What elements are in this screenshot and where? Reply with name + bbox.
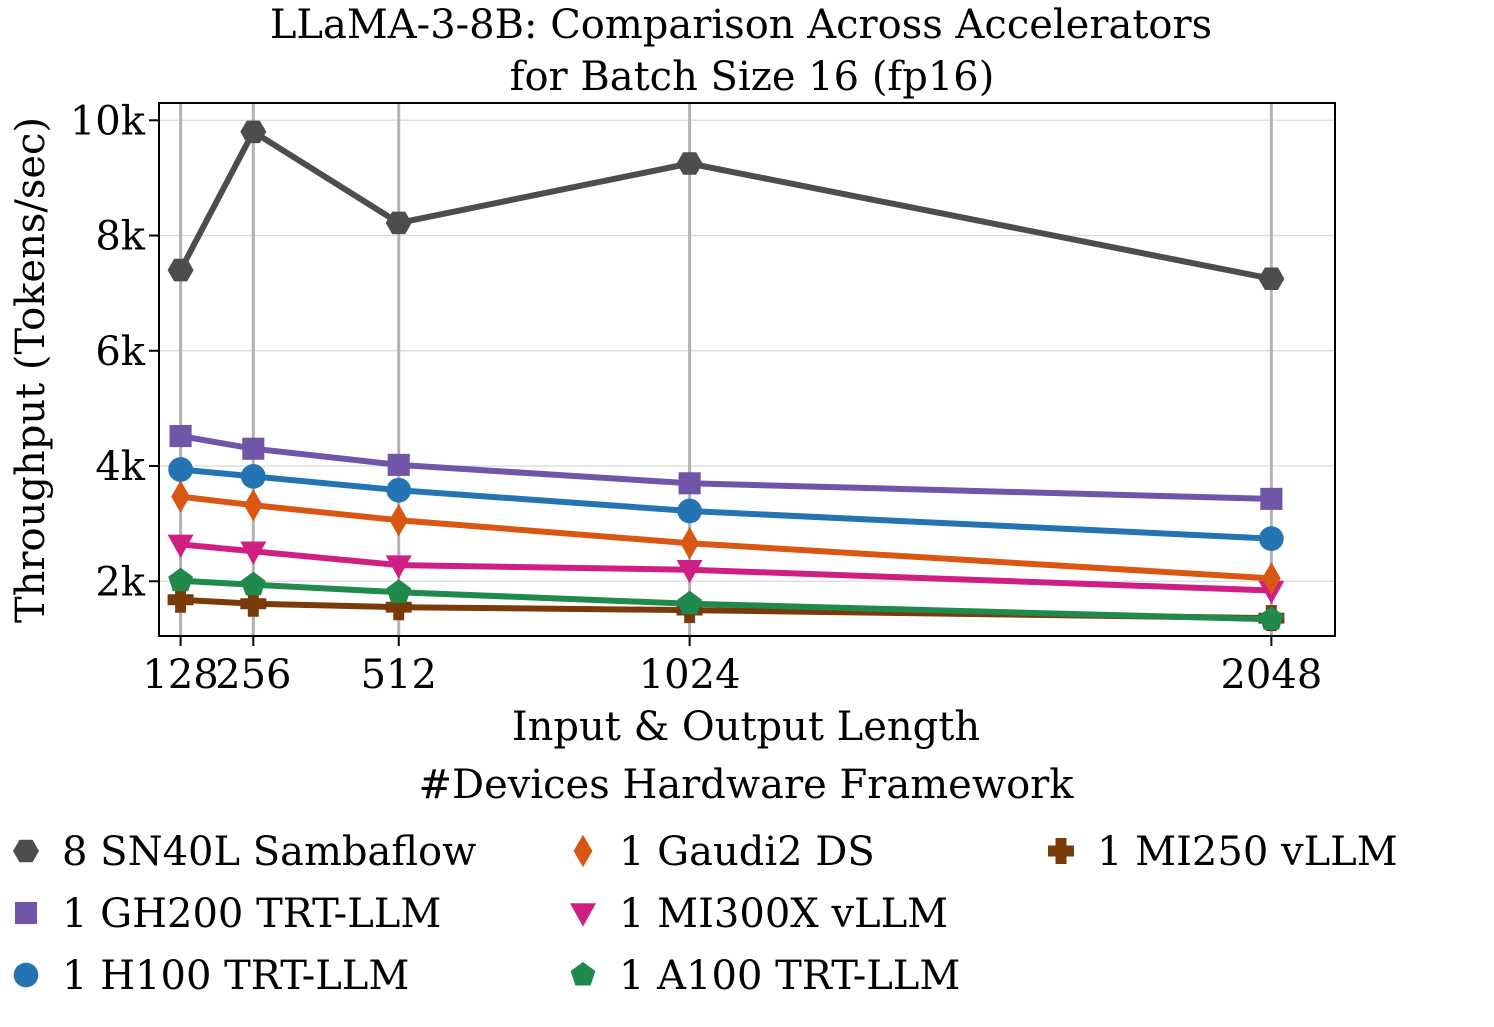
legend-label-4: 1 MI300X vLLM [619, 891, 948, 937]
legend-marker-5 [570, 962, 596, 986]
series-layer [167, 120, 1285, 632]
series-5 [168, 567, 1284, 630]
legend-marker-4 [570, 903, 596, 927]
series-5-point-2 [386, 579, 412, 603]
legend-marker-1 [14, 901, 38, 925]
y-axis: 2k 4k 6k 8k 10k [70, 98, 159, 605]
series-6-point-1 [240, 590, 267, 617]
series-4-point-2 [385, 555, 412, 579]
legend-item-5: 1 A100 TRT-LLM [570, 953, 960, 999]
legend-item-1: 1 GH200 TRT-LLM [14, 891, 441, 937]
chart-title-line2: for Batch Size 16 (fp16) [510, 54, 995, 100]
series-3-point-1 [243, 488, 263, 522]
series-0-point-0 [167, 258, 194, 282]
series-1-point-4 [1260, 487, 1283, 510]
legend-label-3: 1 Gaudi2 DS [619, 829, 875, 875]
y-axis-label: Throughput (Tokens/sec) [8, 117, 54, 623]
series-0-point-2 [385, 211, 412, 235]
legend-marker-3 [573, 834, 593, 868]
series-0-point-4 [1258, 267, 1285, 290]
series-5-point-4 [1259, 606, 1284, 630]
series-1-point-0 [169, 425, 192, 448]
chart-title-line1: LLaMA-3-8B: Comparison Across Accelerato… [270, 2, 1212, 48]
series-6-point-0 [167, 586, 194, 613]
series-5-point-1 [240, 571, 266, 596]
legend-item-3: 1 Gaudi2 DS [573, 829, 875, 875]
y-tick-label-1: 4k [95, 444, 145, 490]
y-tick-label-0: 2k [95, 559, 145, 605]
series-3 [171, 480, 1281, 595]
legend-item-0: 8 SN40L Sambaflow [13, 829, 476, 875]
x-tick-label-1: 256 [215, 652, 291, 698]
x-tick-label-2: 512 [361, 652, 437, 698]
series-2 [168, 457, 1284, 551]
series-2-point-1 [240, 464, 266, 489]
series-line-1 [180, 433, 1272, 502]
x-tick-label-3: 1024 [639, 652, 741, 698]
legend-label-0: 8 SN40L Sambaflow [62, 829, 476, 875]
series-6-point-2 [385, 594, 412, 621]
series-1-point-3 [678, 472, 701, 495]
series-5-point-3 [677, 590, 702, 615]
legend-marker-0 [13, 839, 39, 863]
legend-title: #Devices Hardware Framework [418, 762, 1074, 808]
series-4-point-3 [676, 560, 703, 584]
series-5-point-0 [168, 567, 193, 592]
series-4-point-0 [167, 534, 194, 558]
y-tick-label-3: 8k [95, 214, 145, 260]
y-tick-label-2: 6k [95, 329, 145, 375]
legend-item-6: 1 MI250 vLLM [1048, 829, 1398, 875]
x-tick-label-0: 128 [142, 652, 218, 698]
series-line-2 [180, 466, 1272, 542]
series-0-point-3 [676, 152, 703, 175]
legend: 8 SN40L Sambaflow 1 GH200 TRT-LLM 1 H100 T… [13, 829, 1398, 999]
series-0 [167, 120, 1285, 290]
x-tick-label-4: 2048 [1220, 652, 1322, 698]
legend-item-4: 1 MI300X vLLM [570, 891, 948, 937]
series-1-point-1 [242, 437, 265, 460]
x-axis-label: Input & Output Length [512, 704, 980, 750]
legend-label-2: 1 H100 TRT-LLM [62, 953, 409, 999]
series-2-point-0 [168, 457, 193, 482]
series-line-3 [180, 493, 1272, 582]
series-3-point-4 [1262, 562, 1281, 595]
y-tick-label-4: 10k [70, 98, 146, 144]
series-3-point-2 [389, 503, 409, 537]
legend-label-5: 1 A100 TRT-LLM [619, 953, 960, 999]
series-1-point-2 [387, 453, 410, 476]
series-2-point-4 [1259, 526, 1284, 551]
series-4-point-1 [240, 541, 267, 565]
series-2-point-3 [677, 498, 702, 524]
legend-label-1: 1 GH200 TRT-LLM [62, 891, 441, 937]
series-3-point-0 [171, 480, 190, 513]
legend-marker-2 [13, 962, 39, 988]
series-0-point-1 [240, 120, 267, 144]
plot-frame [158, 102, 1336, 637]
series-line-0 [177, 128, 1272, 282]
series-4 [167, 534, 1285, 605]
series-1 [169, 425, 1283, 510]
legend-marker-6 [1048, 838, 1074, 864]
legend-item-2: 1 H100 TRT-LLM [13, 953, 409, 999]
series-6 [167, 586, 1285, 632]
legend-label-6: 1 MI250 vLLM [1097, 829, 1398, 875]
series-3-point-3 [680, 527, 699, 560]
series-2-point-2 [386, 477, 412, 503]
